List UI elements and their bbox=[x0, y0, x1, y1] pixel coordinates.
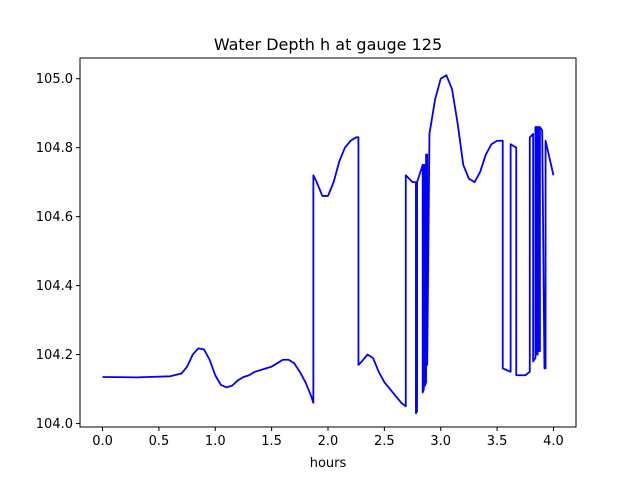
y-tick-label-4: 104.8 bbox=[36, 141, 73, 156]
axes-frame bbox=[79, 57, 577, 428]
x-axis-label: hours bbox=[310, 456, 347, 471]
series-line-0 bbox=[102, 74, 555, 415]
x-tick-label-4: 2.0 bbox=[318, 434, 339, 449]
x-tick-label-0: 0.0 bbox=[92, 434, 113, 449]
chart-title: Water Depth h at gauge 125 bbox=[214, 35, 442, 54]
y-tick-label-5: 105.0 bbox=[36, 72, 73, 87]
y-tick-label-3: 104.6 bbox=[36, 210, 73, 225]
x-tick-label-5: 2.5 bbox=[374, 434, 395, 449]
x-tick-label-7: 3.5 bbox=[487, 434, 508, 449]
x-tick-label-6: 3.0 bbox=[430, 434, 451, 449]
y-tick-label-1: 104.2 bbox=[36, 348, 73, 363]
y-tick-label-0: 104.0 bbox=[36, 417, 73, 432]
plot-area: 0.0 0.5 1.0 1.5 2.0 2.5 3.0 3.5 4.0 104.0 104.2 104… bbox=[36, 57, 577, 449]
x-tick-label-2: 1.0 bbox=[205, 434, 226, 449]
x-tick-label-3: 1.5 bbox=[261, 434, 282, 449]
x-tick-label-8: 4.0 bbox=[543, 434, 564, 449]
x-tick-label-1: 0.5 bbox=[149, 434, 170, 449]
y-tick-label-2: 104.4 bbox=[36, 279, 73, 294]
